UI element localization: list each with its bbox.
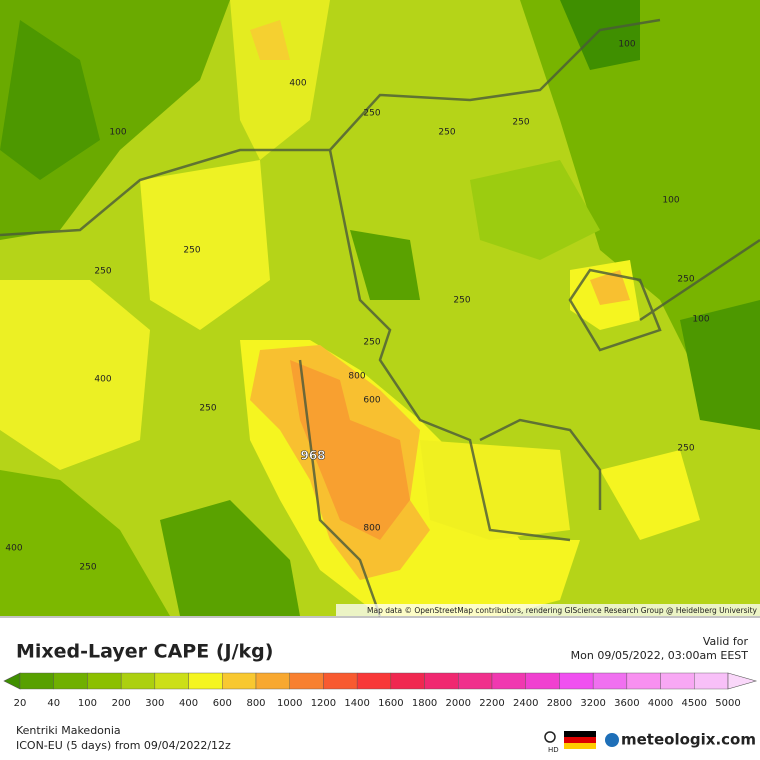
colorbar-tick-label: 1400 [344, 698, 369, 709]
contour-label: 250 [512, 118, 529, 128]
colorbar-tick-label: 1000 [277, 698, 302, 709]
attribution-bg [336, 604, 760, 616]
colorbar-segment [491, 672, 526, 690]
model: ICON-EU (5 days) from 09/04/2022/12z [16, 739, 231, 752]
colorbar-segment [120, 672, 156, 690]
colorbar-segment [87, 672, 122, 690]
colorbar-tick-label: 2400 [513, 698, 538, 709]
contour-label: 600 [363, 396, 380, 406]
colorbar-tick-label: 400 [179, 698, 198, 709]
colorbar-segment [154, 672, 189, 690]
attribution: Map data © OpenStreetMap contributors, r… [367, 606, 758, 615]
colorbar-segment [19, 672, 54, 690]
colorbar-segment [222, 672, 257, 690]
colorbar-tick-label: 1600 [378, 698, 403, 709]
colorbar-segment [559, 672, 594, 690]
colorbar-tick-label: 200 [112, 698, 131, 709]
region: Kentriki Makedonia [16, 724, 121, 737]
borders [0, 18, 760, 617]
colorbar-tick-label: 100 [78, 698, 97, 709]
colorbar-tick-label: 300 [145, 698, 164, 709]
colorbar-segment [188, 672, 223, 690]
contour-label: 250 [677, 275, 694, 285]
colorbar-end [727, 672, 758, 690]
contour-labels: 100 400 250 250 250 100 100 250 250 250 … [5, 40, 709, 573]
contour-label: 250 [453, 296, 470, 306]
hd-label: HD [548, 746, 559, 754]
contour-label: 800 [348, 372, 365, 382]
colorbar-tick-label: 20 [14, 698, 27, 709]
colorbar-segment [289, 672, 324, 690]
colorbar-segment [525, 672, 560, 690]
colorbar-end [3, 672, 21, 690]
colorbar-segment [592, 672, 628, 690]
colorbar-tick-label: 40 [47, 698, 60, 709]
contour-label: 250 [79, 563, 96, 573]
brand: meteologix.com [621, 731, 756, 749]
contour-label: 400 [5, 544, 22, 554]
colorbar-tick-label: 3200 [580, 698, 605, 709]
colorbar-tick-label: 2800 [547, 698, 572, 709]
contour-label: 800 [363, 524, 380, 534]
contour-label: 400 [94, 375, 111, 385]
colorbar-tick-label: 1200 [311, 698, 336, 709]
colorbar-segment [53, 672, 88, 690]
brand-logo [605, 733, 619, 747]
colorbar-tick-label: 5000 [715, 698, 740, 709]
colorbar-segment [424, 672, 459, 690]
colorbar-segment [458, 672, 493, 690]
colorbar-tick-label: 800 [246, 698, 265, 709]
colorbar-segment [390, 672, 425, 690]
contour-label: 250 [363, 338, 380, 348]
colorbar-segment [694, 672, 729, 690]
valid-time: Mon 09/05/2022, 03:00am EEST [571, 649, 749, 662]
colorbar-tick-label: 600 [213, 698, 232, 709]
contour-label: 250 [183, 246, 200, 256]
contour-label: 100 [618, 40, 635, 50]
contour-label: 250 [199, 404, 216, 414]
colorbar-segment [356, 672, 392, 690]
colorbar-tick-label: 2000 [446, 698, 471, 709]
colorbar: 20 40 100 200 300 400 600 800 1000 1200 1400 1600 18… [3, 672, 758, 709]
colorbar-segment [660, 672, 695, 690]
colorbar-tick-label: 4000 [648, 698, 673, 709]
max-label: 968 [300, 449, 325, 463]
contour-label: 100 [692, 315, 709, 325]
legend-title: Mixed-Layer CAPE (J/kg) [16, 641, 273, 663]
contour-label: 100 [662, 196, 679, 206]
colorbar-segment [323, 672, 358, 690]
contour-label: 250 [94, 267, 111, 277]
cape-map: 100 400 250 250 250 100 100 250 250 250 … [0, 0, 760, 617]
colorbar-tick-label: 4500 [682, 698, 707, 709]
colorbar-tick-label: 3600 [614, 698, 639, 709]
colorbar-tick-label: 2200 [479, 698, 504, 709]
contour-label: 400 [289, 79, 306, 89]
valid-label: Valid for [703, 635, 749, 648]
contour-label: 250 [363, 109, 380, 119]
contour-label: 250 [677, 444, 694, 454]
colorbar-segment [255, 672, 290, 690]
colorbar-tick-label: 1800 [412, 698, 437, 709]
colorbar-segment [626, 672, 661, 690]
contour-label: 100 [109, 128, 126, 138]
hd-icon [544, 731, 556, 743]
contour-label: 250 [438, 128, 455, 138]
german-flag [564, 731, 596, 749]
